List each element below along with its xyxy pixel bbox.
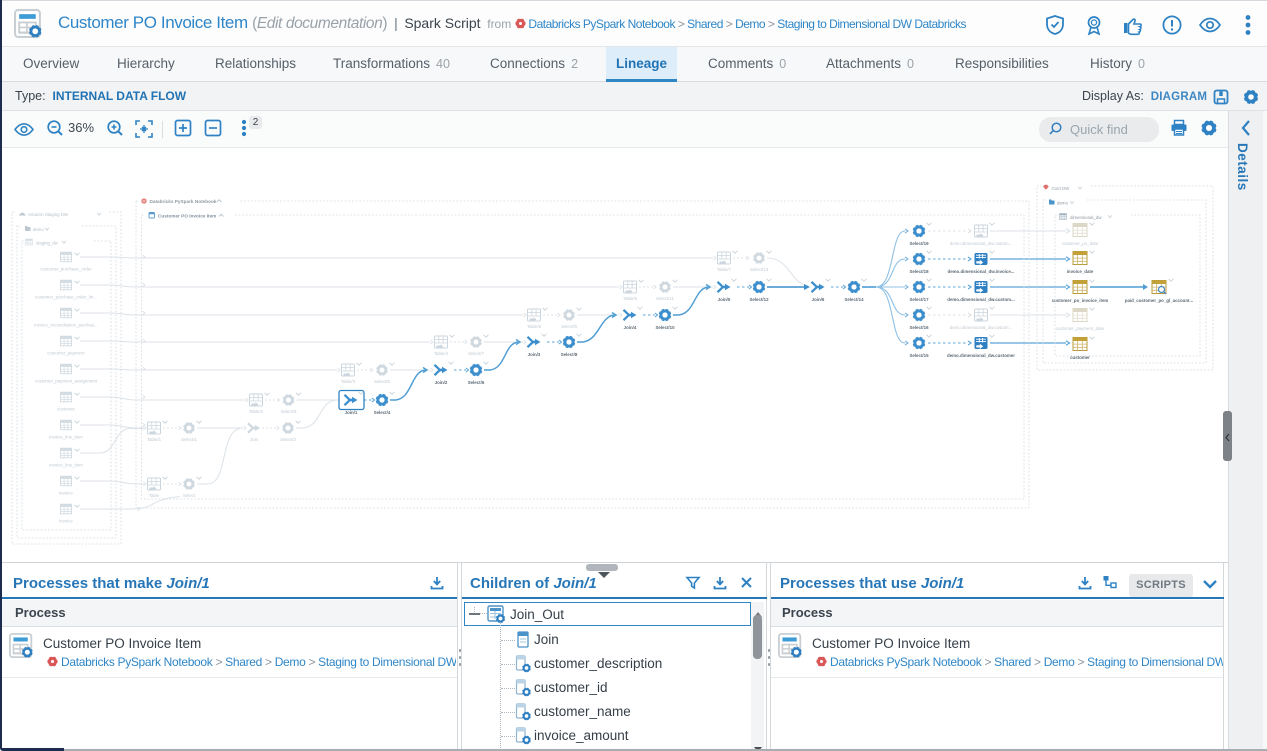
svg-text:invoice: invoice — [59, 519, 73, 524]
svg-text:Select/2: Select/2 — [280, 437, 296, 442]
svg-text:Amazon Staging DW: Amazon Staging DW — [28, 212, 69, 217]
svg-text:Select/18: Select/18 — [909, 269, 929, 274]
svg-text:Select/4: Select/4 — [374, 410, 391, 415]
svg-text:Table/6: Table/6 — [623, 296, 638, 301]
svg-text:demo.dimensional_dw.customer: demo.dimensional_dw.customer — [947, 353, 1015, 358]
svg-text:Select/6: Select/6 — [468, 380, 485, 385]
svg-text:Select/3: Select/3 — [281, 409, 297, 414]
svg-text:Select/16: Select/16 — [909, 325, 929, 330]
svg-text:Select/9: Select/9 — [561, 324, 577, 329]
svg-text:Select/10: Select/10 — [655, 325, 675, 330]
svg-text:demo: demo — [33, 227, 44, 232]
svg-text:Select/17: Select/17 — [909, 297, 929, 302]
svg-text:Select: Select — [183, 493, 196, 498]
svg-text:Select/12: Select/12 — [749, 297, 769, 302]
svg-text:demo.dimensional_dw.custom...: demo.dimensional_dw.custom... — [950, 325, 1012, 330]
svg-text:Select/11: Select/11 — [656, 296, 675, 301]
svg-text:Table/1: Table/1 — [147, 437, 162, 442]
svg-text:customer_po_date: customer_po_date — [1062, 241, 1099, 246]
svg-text:invoice_line_item: invoice_line_item — [49, 463, 83, 468]
svg-text:customer_payment_assignment: customer_payment_assignment — [35, 379, 98, 384]
svg-text:Select/15: Select/15 — [909, 353, 929, 358]
svg-text:demo.dimensional_dw.invoice...: demo.dimensional_dw.invoice... — [948, 269, 1015, 274]
svg-text:Databricks PySpark Notebook: Databricks PySpark Notebook — [150, 199, 217, 204]
svg-text:Join/1: Join/1 — [345, 410, 358, 415]
svg-text:Customer PO Invoice Item: Customer PO Invoice Item — [158, 214, 216, 219]
svg-text:Join/3: Join/3 — [528, 352, 541, 357]
svg-text:paid_customer_po_gl_account...: paid_customer_po_gl_account... — [1125, 298, 1193, 303]
svg-text:customer: customer — [1070, 355, 1090, 360]
svg-text:invoice: invoice — [59, 491, 73, 496]
svg-text:Table/7: Table/7 — [717, 267, 732, 272]
svg-text:customer_purchase_order: customer_purchase_order — [40, 267, 92, 272]
svg-text:demo: demo — [1057, 201, 1069, 206]
svg-text:Select/5: Select/5 — [374, 379, 390, 384]
svg-text:demo.dimensional_dw.custom...: demo.dimensional_dw.custom... — [947, 297, 1014, 302]
svg-text:Join/2: Join/2 — [435, 380, 448, 385]
svg-text:demo.dimensional_dw.custom...: demo.dimensional_dw.custom... — [950, 241, 1012, 246]
svg-text:Select/1: Select/1 — [181, 437, 197, 442]
svg-text:staging_dw: staging_dw — [36, 241, 59, 246]
svg-text:Select/13: Select/13 — [750, 267, 769, 272]
svg-text:Select/19: Select/19 — [909, 241, 929, 246]
svg-text:Table: Table — [149, 493, 160, 498]
svg-text:Join/4: Join/4 — [624, 325, 637, 330]
svg-text:Table/2: Table/2 — [249, 409, 264, 414]
svg-text:customer_purchase_order_lin...: customer_purchase_order_lin... — [35, 295, 97, 300]
svg-text:Select/7: Select/7 — [468, 351, 484, 356]
svg-text:customer_po_invoice_item: customer_po_invoice_item — [1052, 298, 1109, 303]
svg-text:customer_payment_date: customer_payment_date — [1056, 326, 1105, 331]
svg-text:Select/14: Select/14 — [844, 297, 864, 302]
svg-text:Join/6: Join/6 — [812, 297, 825, 302]
svg-text:Join: Join — [250, 437, 259, 442]
svg-text:Table/4: Table/4 — [434, 351, 449, 356]
svg-text:Table/3: Table/3 — [341, 379, 356, 384]
svg-text:customer: customer — [57, 407, 76, 412]
svg-text:invoice_date: invoice_date — [1067, 269, 1094, 274]
svg-text:Select/8: Select/8 — [561, 352, 578, 357]
svg-text:invoice_reconciliation_purchas: invoice_reconciliation_purchas... — [34, 323, 97, 328]
svg-text:Gold DW: Gold DW — [1052, 186, 1071, 191]
svg-text:customer_payment: customer_payment — [47, 351, 85, 356]
svg-text:invoice_line_item: invoice_line_item — [49, 435, 83, 440]
svg-text:Join/5: Join/5 — [718, 297, 731, 302]
svg-text:Table/5: Table/5 — [527, 324, 542, 329]
svg-text:dimensional_dw: dimensional_dw — [1070, 215, 1102, 220]
